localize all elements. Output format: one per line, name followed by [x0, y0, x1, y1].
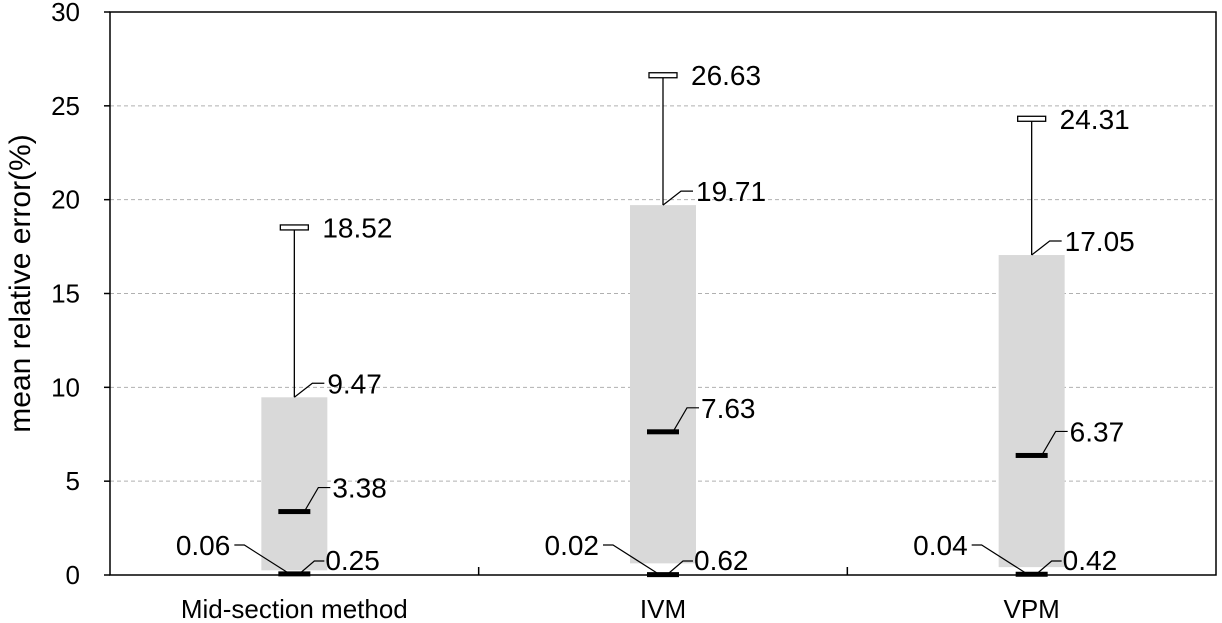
min-leader-line [603, 544, 658, 574]
y-tick-label: 0 [66, 560, 80, 590]
y-axis-label: mean relative error(%) [4, 134, 37, 432]
median-marker [647, 429, 679, 435]
y-tick-label: 5 [66, 466, 80, 496]
q1-leader-line [299, 560, 325, 574]
y-tick-label: 15 [51, 279, 80, 309]
min-leader-line [234, 544, 289, 574]
median-marker [278, 509, 311, 515]
max-marker [1017, 115, 1047, 122]
min-value-label: 0.02 [545, 530, 600, 561]
y-tick-label: 20 [51, 185, 80, 215]
min-leader-line [971, 544, 1026, 574]
q3-leader-line [662, 190, 693, 206]
max-value-label: 18.52 [322, 212, 392, 243]
median-leader-line [303, 486, 331, 512]
value-annotations: 18.52 9.47 3.38 0.25 0.06 26.63 19.71 7.63 0.62 0… [176, 60, 1135, 576]
median-value-label: 7.63 [701, 393, 756, 424]
x-axis-categories: Mid-section method IVM VPM [181, 567, 1060, 623]
min-value-label: 0.04 [913, 530, 968, 561]
median-leader-line [1041, 430, 1068, 456]
q1-value-label: 0.62 [694, 545, 749, 576]
box-series [261, 72, 1065, 578]
iqr-box [261, 397, 328, 571]
x-category-label: VPM [1003, 594, 1059, 623]
iqr-box [998, 255, 1065, 568]
q3-leader-line [293, 382, 325, 398]
min-marker [1015, 571, 1048, 577]
q1-value-label: 0.42 [1063, 545, 1118, 576]
y-tick-label: 25 [51, 91, 80, 121]
median-value-label: 3.38 [332, 473, 387, 504]
x-category-label: IVM [640, 594, 686, 623]
y-axis-ticks: 0 5 10 15 20 25 30 [51, 0, 110, 590]
min-marker [278, 571, 311, 577]
y-tick-label: 10 [51, 372, 80, 402]
q3-value-label: 9.47 [327, 368, 382, 399]
median-leader-line [672, 407, 699, 433]
min-value-label: 0.06 [176, 530, 231, 561]
q1-leader-line [1037, 560, 1062, 574]
max-value-label: 26.63 [691, 60, 761, 91]
max-value-label: 24.31 [1060, 104, 1130, 135]
median-marker [1015, 452, 1048, 458]
x-category-label: Mid-section method [181, 594, 408, 623]
q3-value-label: 17.05 [1065, 226, 1135, 257]
median-value-label: 6.37 [1070, 416, 1125, 447]
q3-value-label: 19.71 [696, 176, 766, 207]
q1-value-label: 0.25 [325, 545, 380, 576]
q1-leader-line [668, 560, 693, 574]
iqr-box [630, 205, 696, 564]
y-tick-label: 30 [51, 0, 80, 27]
max-marker [279, 224, 309, 231]
q3-leader-line [1031, 240, 1062, 256]
max-marker [648, 72, 678, 79]
